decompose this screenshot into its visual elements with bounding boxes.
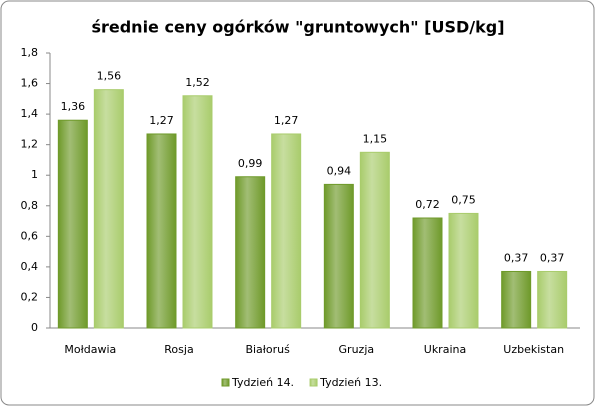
data-label: 0,72 — [415, 198, 440, 211]
bar — [448, 212, 479, 329]
data-label: 0,94 — [327, 164, 352, 177]
bar — [359, 151, 390, 329]
y-tick-label: 0,4 — [21, 260, 39, 273]
y-tick-label: 1,2 — [21, 138, 39, 151]
bar — [271, 133, 302, 329]
x-tick-label: Białoruś — [245, 343, 290, 356]
data-label: 1,36 — [61, 100, 86, 113]
data-label: 1,56 — [97, 70, 122, 83]
y-tick-label: 0,2 — [21, 290, 39, 303]
x-tick-label: Mołdawia — [64, 343, 116, 356]
data-label: 0,99 — [238, 157, 263, 170]
y-tick-label: 0,8 — [21, 199, 39, 212]
legend-label: Tydzień 14. — [231, 376, 294, 389]
data-label: 0,37 — [540, 251, 565, 264]
bar — [537, 270, 568, 329]
legend-label: Tydzień 13. — [319, 376, 382, 389]
x-tick-label: Rosja — [164, 343, 193, 356]
bar — [501, 270, 532, 329]
chart-title: średnie ceny ogórków "gruntowych" [USD/k… — [91, 18, 504, 37]
data-label: 1,52 — [185, 76, 210, 89]
bar — [93, 89, 124, 329]
y-tick-label: 1 — [31, 168, 38, 181]
bar — [182, 95, 213, 329]
data-label: 1,15 — [363, 132, 388, 145]
x-tick-label: Gruzja — [339, 343, 375, 356]
data-label: 1,27 — [149, 114, 174, 127]
bar — [146, 133, 177, 329]
bar — [412, 217, 443, 329]
y-tick-label: 1,6 — [21, 77, 39, 90]
bar — [235, 176, 266, 329]
legend-swatch — [221, 378, 230, 387]
x-tick-label: Uzbekistan — [503, 343, 564, 356]
x-tick-label: Ukraina — [424, 343, 466, 356]
y-tick-label: 1,8 — [21, 46, 39, 59]
bar — [57, 119, 88, 329]
data-label: 1,27 — [274, 114, 299, 127]
data-label: 0,37 — [504, 251, 529, 264]
data-label: 0,75 — [451, 193, 476, 206]
y-tick-label: 0,6 — [21, 229, 39, 242]
legend-swatch — [309, 378, 318, 387]
bar — [323, 183, 354, 329]
y-tick-label: 1,4 — [21, 107, 39, 120]
y-tick-label: 0 — [31, 321, 38, 334]
